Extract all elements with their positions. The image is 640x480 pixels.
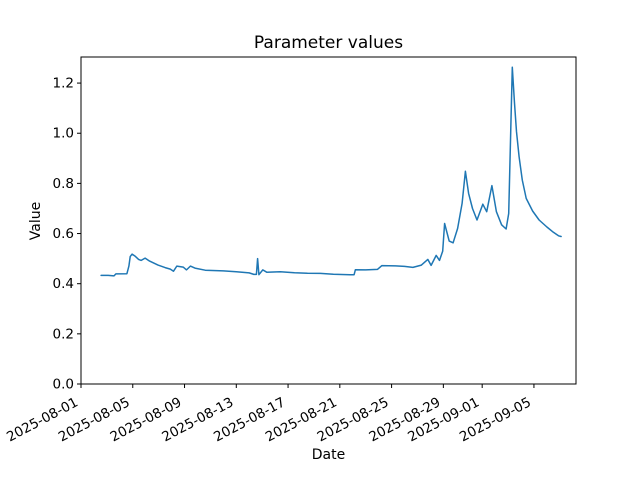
plot-frame [80,56,577,385]
y-tick-label: 0.8 [53,176,74,192]
y-tick-label: 0.6 [53,226,74,242]
chart-title: Parameter values [253,33,404,53]
y-tick-label: 1.2 [53,76,74,92]
y-tick-label: 0.4 [53,276,74,292]
data-line-parameter-values [100,66,562,277]
y-tick-label: 0.0 [53,377,74,393]
x-axis-label: Date [311,447,346,463]
y-tick-label: 0.2 [53,326,74,342]
y-tick-label: 1.0 [53,126,74,142]
